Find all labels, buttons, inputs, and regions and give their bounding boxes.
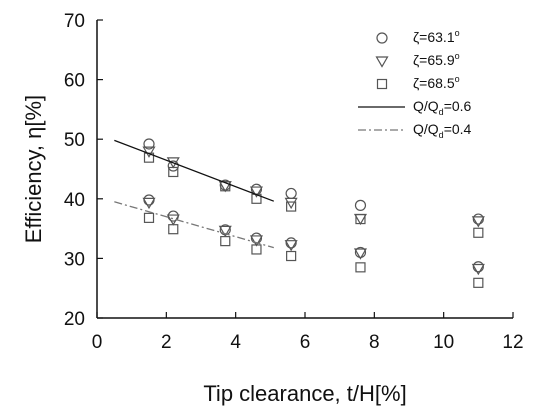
legend: ζ=63.1oζ=65.9oζ=68.5oQ/Qd=0.6Q/Qd=0.4: [358, 28, 472, 140]
legend-zeta-prefix: ζ=: [413, 75, 427, 91]
data-point-circle: [354, 199, 367, 211]
legend-zeta-value: 68.5: [427, 75, 454, 91]
data-point-triangle-down: [353, 213, 368, 226]
legend-item-square: ζ=68.5o: [376, 74, 460, 91]
x-tick-label: 8: [369, 332, 380, 353]
legend-flow-value: =0.4: [444, 121, 472, 137]
data-point-circle: [472, 213, 484, 225]
legend-item-dashed: Q/Qd=0.4: [358, 121, 472, 140]
legend-flow-value: =0.6: [444, 98, 472, 114]
y-axis-title: Efficiency, η[%]: [21, 95, 46, 243]
series-triangle-down-q0.6: [142, 146, 485, 228]
series-triangle-down-q0.4: [142, 197, 485, 276]
data-marks: [142, 138, 485, 288]
legend-zeta-value: 65.9: [427, 52, 454, 68]
x-tick-label: 4: [230, 332, 241, 353]
x-axis-title: Tip clearance, t/H[%]: [203, 381, 406, 406]
data-point-circle: [285, 187, 297, 200]
data-point-square: [473, 277, 484, 288]
y-tick-label: 40: [64, 190, 85, 211]
y-tick-label: 20: [64, 309, 85, 330]
legend-label: ζ=63.1o: [413, 28, 460, 45]
legend-flow-text: Q/Q: [413, 98, 439, 114]
data-point-triangle-down: [471, 216, 485, 228]
legend-marker-circle: [376, 32, 388, 44]
data-point-square: [220, 236, 231, 247]
data-point-square: [251, 244, 262, 255]
data-point-square: [220, 181, 231, 192]
legend-item-circle: ζ=63.1o: [376, 28, 460, 45]
legend-item-solid: Q/Qd=0.6: [358, 98, 472, 117]
trend-line-solid: [114, 139, 275, 202]
series-circle-q0.6: [143, 138, 484, 225]
data-point-circle: [143, 194, 155, 206]
data-point-triangle-down: [284, 197, 298, 210]
data-point-square: [168, 166, 179, 178]
legend-zeta-prefix: ζ=: [413, 29, 427, 45]
legend-degree: o: [455, 74, 460, 84]
x-tick-label: 6: [300, 332, 311, 353]
data-point-triangle-down: [249, 235, 264, 247]
trend-lines: [114, 139, 275, 249]
data-point-circle: [472, 261, 484, 273]
legend-marker-square: [376, 78, 388, 90]
legend-item-triangle-down: ζ=65.9o: [375, 51, 460, 68]
data-point-triangle-down: [353, 248, 368, 260]
x-tick-label: 0: [92, 332, 103, 353]
data-point-square: [286, 201, 297, 212]
ticks: 0 2 4 6 8 10 12 20 30 40 50 60 70: [64, 11, 524, 353]
data-point-triangle-down: [471, 263, 485, 276]
series-circle-q0.4: [143, 194, 484, 273]
legend-label: Q/Qd=0.4: [413, 121, 472, 140]
data-point-triangle-down: [166, 157, 180, 169]
data-point-circle: [285, 237, 297, 249]
y-tick-label: 60: [64, 71, 85, 92]
x-tick-label: 2: [161, 332, 172, 353]
data-point-triangle-down: [218, 225, 232, 238]
legend-degree: o: [455, 51, 460, 61]
data-point-square: [143, 212, 155, 223]
x-tick-label: 12: [502, 332, 523, 353]
trend-line-dashed: [114, 201, 274, 249]
data-point-circle: [167, 160, 179, 172]
y-tick-label: 50: [64, 130, 85, 151]
data-point-circle: [143, 138, 155, 150]
legend-flow-subscript: d: [439, 107, 444, 117]
legend-label: ζ=68.5o: [413, 74, 460, 91]
data-point-square: [355, 262, 366, 273]
legend-degree: o: [455, 28, 460, 38]
data-point-triangle-down: [142, 197, 156, 210]
legend-zeta-value: 63.1: [427, 29, 454, 45]
legend-zeta-prefix: ζ=: [413, 52, 427, 68]
data-point-square: [473, 227, 484, 238]
legend-label: Q/Qd=0.6: [413, 98, 472, 117]
y-tick-label: 70: [64, 11, 85, 32]
data-point-square: [355, 213, 366, 225]
data-point-square: [168, 224, 179, 235]
series-square-q0.4: [143, 212, 484, 288]
x-tick-label: 10: [433, 332, 454, 353]
data-point-triangle-down: [249, 186, 264, 198]
data-point-triangle-down: [284, 240, 298, 252]
y-tick-label: 30: [64, 249, 85, 270]
data-point-square: [286, 250, 297, 262]
legend-flow-subscript: d: [439, 130, 444, 140]
legend-marker-triangle-down: [375, 56, 389, 68]
legend-flow-text: Q/Q: [413, 121, 439, 137]
legend-label: ζ=65.9o: [413, 51, 460, 68]
